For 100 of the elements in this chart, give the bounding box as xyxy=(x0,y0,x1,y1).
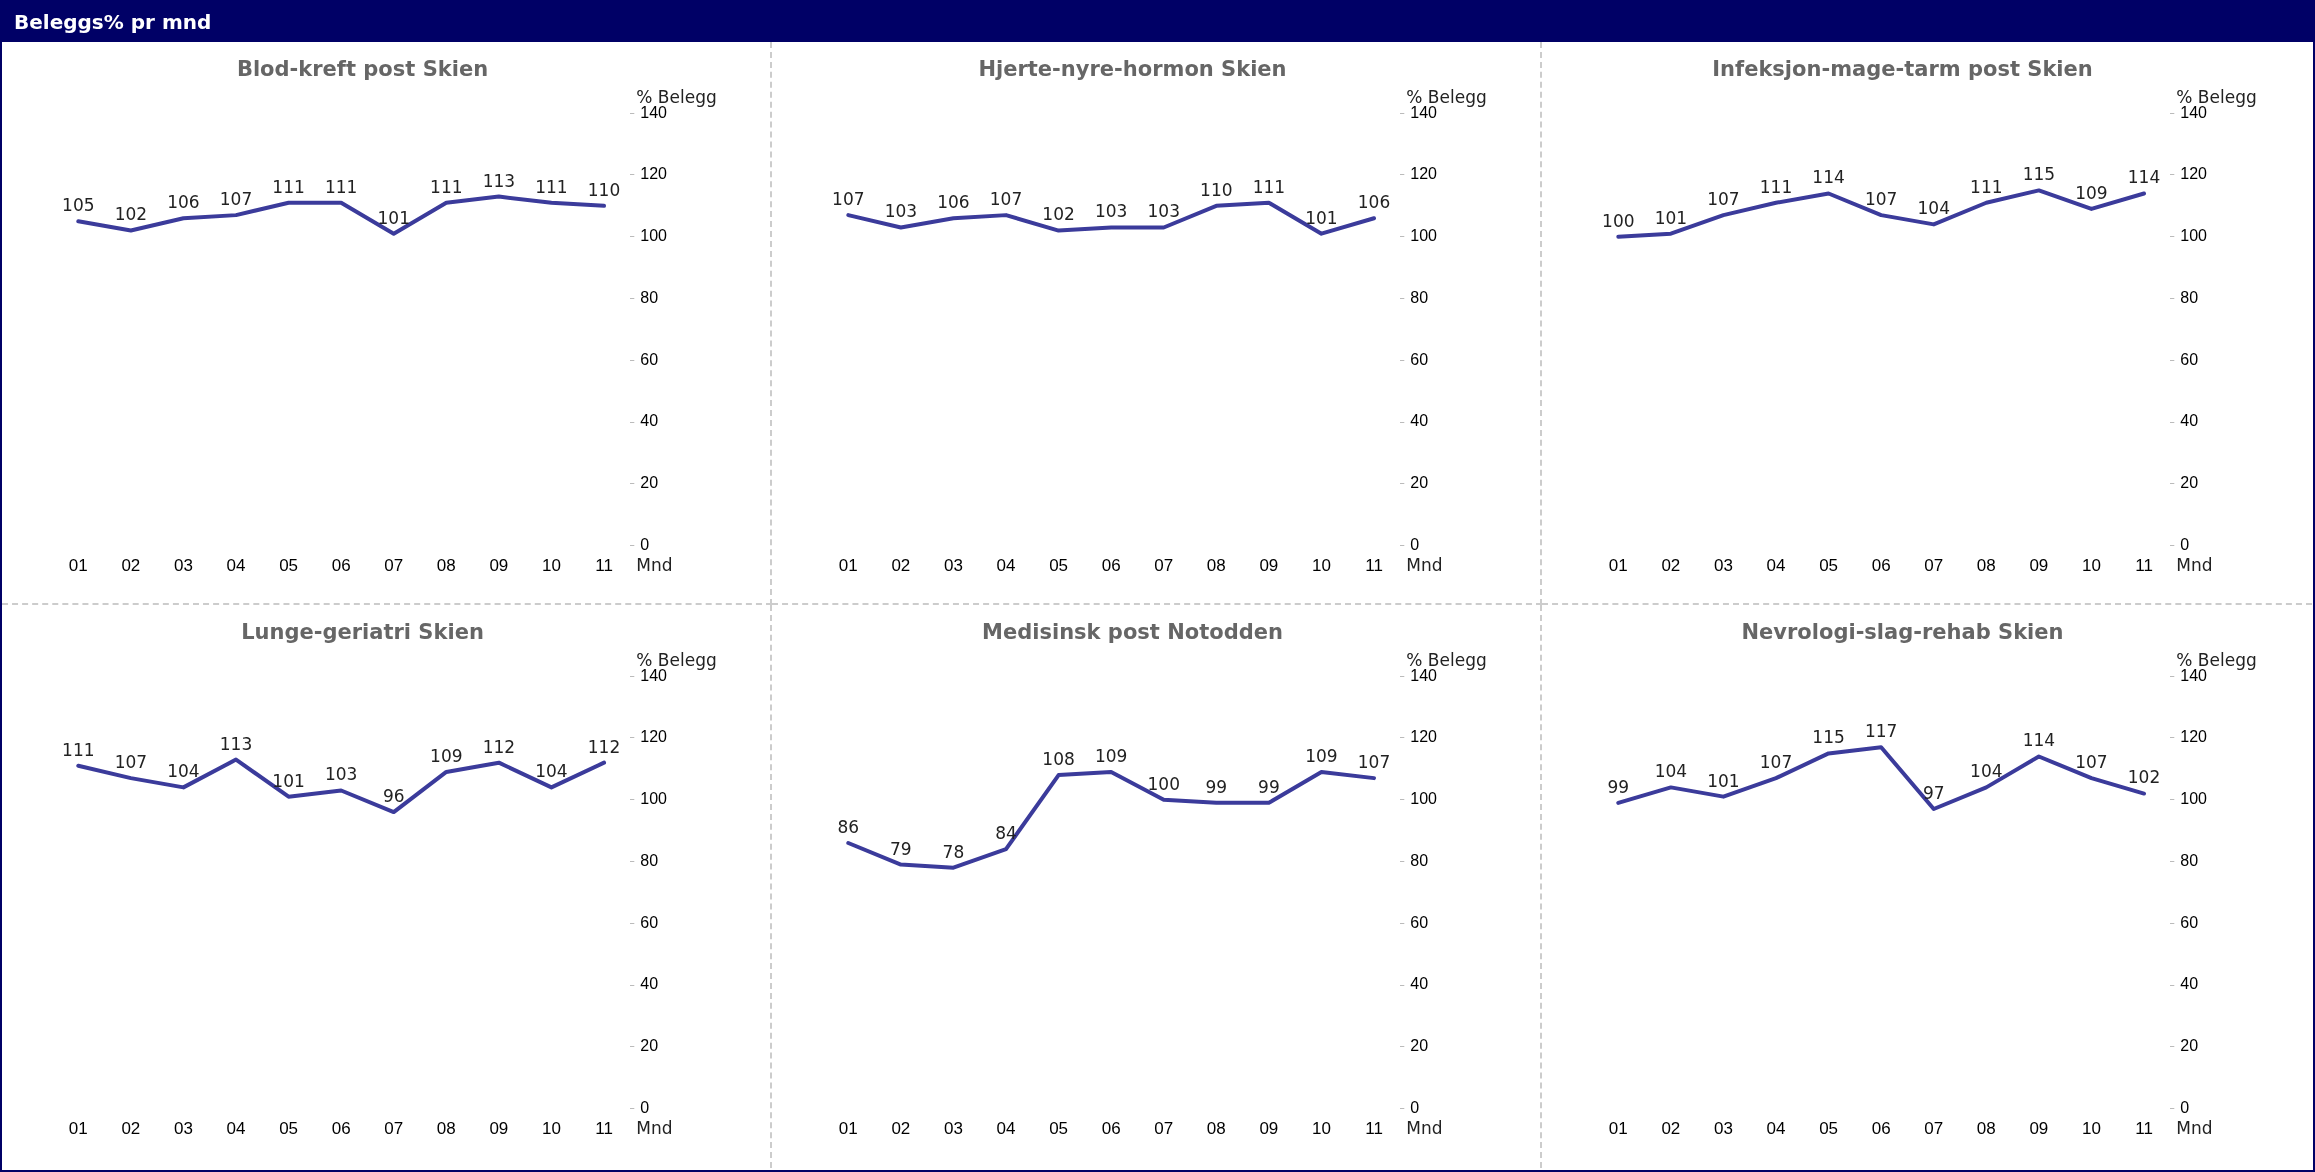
y-tick-label: 20 xyxy=(2180,1037,2199,1055)
data-label: 111 xyxy=(62,739,95,760)
x-tick-label: 05 xyxy=(1819,556,1839,576)
data-label: 110 xyxy=(587,179,621,200)
y-tick-label: 140 xyxy=(2180,103,2208,121)
x-axis-title: Mnd xyxy=(1406,1117,1443,1138)
x-tick-label: 04 xyxy=(226,556,246,576)
x-tick-label: 05 xyxy=(279,1119,299,1139)
x-tick-label: 04 xyxy=(226,1119,246,1139)
y-tick-label: 0 xyxy=(2180,536,2190,554)
data-label: 115 xyxy=(2022,164,2056,185)
x-axis-title: Mnd xyxy=(2176,1117,2213,1138)
x-tick-label: 02 xyxy=(1661,1119,1681,1139)
data-label: 101 xyxy=(377,207,410,228)
x-tick-label: 01 xyxy=(1608,1119,1628,1139)
y-tick-label: 0 xyxy=(640,1099,650,1117)
x-axis-title: Mnd xyxy=(1406,554,1443,575)
x-tick-label: 03 xyxy=(173,1119,193,1139)
y-tick-label: 20 xyxy=(2180,474,2199,492)
data-label: 103 xyxy=(1147,201,1180,222)
data-label: 115 xyxy=(1812,727,1845,748)
y-tick-label: 40 xyxy=(640,412,659,430)
data-label: 114 xyxy=(2127,167,2161,188)
text: Beleggs% pr mnd xyxy=(2,2,2313,42)
data-label: 101 xyxy=(1305,207,1338,228)
data-label: 113 xyxy=(219,733,253,754)
x-tick-label: 10 xyxy=(2081,556,2101,576)
x-tick-label: 09 xyxy=(489,556,509,576)
data-label: 106 xyxy=(937,192,970,213)
data-label: 111 xyxy=(1970,176,2003,197)
y-tick-label: 100 xyxy=(2180,790,2208,808)
x-tick-label: 03 xyxy=(943,556,963,576)
x-tick-label: 01 xyxy=(838,1119,858,1139)
data-label: 99 xyxy=(1258,776,1280,797)
x-tick-label: 11 xyxy=(595,1119,613,1139)
y-tick-label: 100 xyxy=(1410,790,1438,808)
data-label: 103 xyxy=(324,764,358,785)
x-tick-label: 06 xyxy=(331,1119,351,1139)
data-label: 107 xyxy=(1707,189,1740,210)
x-tick-label: 08 xyxy=(436,556,456,576)
x-tick-label: 06 xyxy=(1871,1119,1891,1139)
data-label: 104 xyxy=(1917,198,1950,219)
data-label: 107 xyxy=(989,189,1023,210)
data-label: 84 xyxy=(995,823,1017,844)
y-tick-label: 40 xyxy=(1410,412,1429,430)
x-tick-label: 05 xyxy=(1049,1119,1069,1139)
data-label: 107 xyxy=(1357,752,1391,773)
data-label: 104 xyxy=(535,761,568,782)
y-tick-label: 20 xyxy=(640,474,659,492)
x-tick-label: 03 xyxy=(173,556,193,576)
x-tick-label: 02 xyxy=(121,1119,141,1139)
data-label: 107 xyxy=(1759,752,1793,773)
y-tick-label: 0 xyxy=(640,536,650,554)
x-tick-label: 09 xyxy=(489,1119,509,1139)
y-tick-label: 60 xyxy=(1410,350,1429,368)
data-label: 108 xyxy=(1042,748,1075,769)
x-tick-label: 07 xyxy=(1154,1119,1174,1139)
x-tick-label: 10 xyxy=(541,556,561,576)
data-label: 102 xyxy=(1042,204,1075,225)
x-tick-label: 04 xyxy=(996,556,1016,576)
x-axis-title: Mnd xyxy=(636,554,673,575)
x-tick-label: 10 xyxy=(541,1119,561,1139)
x-tick-label: 03 xyxy=(943,1119,963,1139)
data-label: 79 xyxy=(890,838,912,859)
y-tick-label: 120 xyxy=(2180,728,2208,746)
x-tick-label: 03 xyxy=(1713,556,1733,576)
y-tick-label: 60 xyxy=(640,350,659,368)
y-tick-label: 0 xyxy=(1410,1099,1420,1117)
data-label: 97 xyxy=(1922,782,1945,803)
data-label: 106 xyxy=(1357,192,1391,213)
x-tick-label: 05 xyxy=(279,556,299,576)
y-tick-label: 40 xyxy=(1410,975,1429,993)
y-tick-label: 140 xyxy=(1410,666,1438,684)
y-tick-label: 80 xyxy=(2180,851,2199,869)
y-tick-label: 40 xyxy=(2180,975,2199,993)
x-tick-label: 01 xyxy=(1608,556,1628,576)
data-label: 112 xyxy=(482,736,516,757)
y-tick-label: 100 xyxy=(1410,227,1438,245)
y-tick-label: 80 xyxy=(1410,851,1429,869)
data-label: 102 xyxy=(2127,767,2161,788)
data-label: 103 xyxy=(1094,201,1128,222)
y-tick-label: 100 xyxy=(2180,227,2208,245)
y-tick-label: 80 xyxy=(1410,288,1429,306)
x-tick-label: 07 xyxy=(1154,556,1174,576)
y-tick-label: 60 xyxy=(640,913,659,931)
x-tick-label: 03 xyxy=(1713,1119,1733,1139)
y-tick-label: 120 xyxy=(1410,165,1438,183)
data-label: 110 xyxy=(1200,179,1233,200)
x-tick-label: 09 xyxy=(2029,1119,2049,1139)
y-tick-label: 20 xyxy=(640,1037,659,1055)
data-label: 111 xyxy=(1252,176,1286,197)
data-label: 109 xyxy=(430,745,463,766)
x-tick-label: 06 xyxy=(1871,556,1891,576)
y-tick-label: 0 xyxy=(1410,536,1420,554)
chart-title: Hjerte-nyre-hormon Skien xyxy=(978,57,1287,82)
y-tick-label: 120 xyxy=(2180,165,2208,183)
x-tick-label: 02 xyxy=(891,1119,911,1139)
data-label: 100 xyxy=(1147,773,1180,794)
data-label: 96 xyxy=(382,786,405,807)
data-label: 117 xyxy=(1864,721,1898,742)
